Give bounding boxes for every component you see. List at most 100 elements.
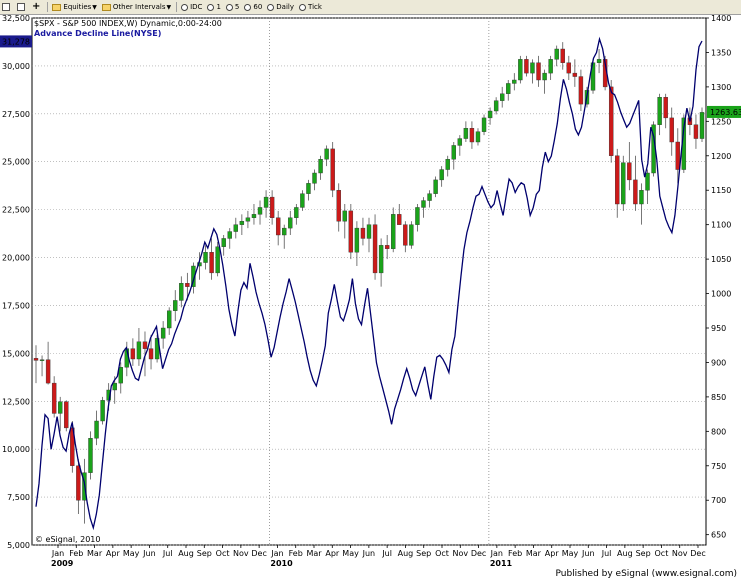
left-tick-label: 30,000 [2, 62, 30, 71]
toolbar-button-other-intervals[interactable]: Other Intervals ▼ [100, 1, 173, 13]
candle-body [348, 210, 354, 253]
candle-body [191, 265, 196, 287]
toolbar-button-1[interactable]: 1 [205, 1, 222, 13]
candle-body [269, 196, 275, 218]
candle-body [657, 97, 662, 125]
candle-body [457, 138, 463, 146]
candle-body [39, 359, 45, 361]
x-tick-label: Aug [178, 549, 194, 558]
right-tick-label: 1250 [711, 117, 731, 126]
candle-body [560, 48, 565, 63]
candle-body [415, 207, 420, 225]
x-tick-label: Oct [216, 549, 230, 558]
candle-body [669, 117, 674, 143]
candle-body [312, 172, 317, 184]
candle-body [263, 196, 269, 208]
candle-body [487, 110, 493, 119]
toolbar-separator [47, 2, 49, 12]
x-tick-label: Apr [106, 549, 121, 558]
right-tick-label: 650 [711, 531, 726, 540]
left-value-badge [0, 35, 32, 48]
toolbar-button-idc[interactable]: IDC [179, 1, 204, 13]
x-tick-label: May [342, 549, 359, 558]
candle-body [148, 348, 154, 360]
x-tick-label: Nov [452, 549, 468, 558]
toolbar-button-daily[interactable]: Daily [265, 1, 296, 13]
candle-body [288, 217, 293, 229]
right-tick-label: 1350 [711, 48, 731, 57]
x-tick-label: Sep [636, 549, 651, 558]
right-tick-label: 1150 [711, 186, 731, 195]
x-tick-label: Sep [197, 549, 212, 558]
candle-body [481, 117, 487, 132]
right-tick-label: 850 [711, 393, 726, 402]
x-tick-label: Mar [87, 549, 103, 558]
x-tick-label: Dec [251, 549, 266, 558]
left-tick-label: 20,000 [2, 254, 30, 263]
candle-body [257, 207, 263, 215]
left-value-badge-text: 31,278 [2, 37, 30, 46]
candle-body [384, 245, 390, 249]
x-tick-label: Oct [435, 549, 449, 558]
x-tick-label: Feb [508, 549, 522, 558]
candle-body [94, 420, 99, 439]
candle-body [342, 210, 347, 222]
candle-body [421, 200, 426, 208]
folder-icon [52, 3, 62, 11]
candle-body [118, 367, 123, 384]
candle-body [493, 100, 499, 112]
x-tick-label: Jul [601, 549, 612, 558]
plus-icon: + [32, 1, 41, 12]
x-tick-label: Jun [142, 549, 156, 558]
candle-body [445, 159, 450, 170]
candle-body [130, 348, 136, 360]
candle-body [366, 224, 372, 239]
candle-body [378, 245, 384, 274]
candle-body [233, 224, 239, 232]
toolbar-button-60[interactable]: 60 [242, 1, 264, 13]
candle-body [463, 128, 469, 139]
toolbar-button-page[interactable] [15, 1, 29, 13]
right-tick-label: 1100 [711, 221, 731, 230]
year-label: 2009 [51, 559, 74, 568]
left-tick-label: 10,000 [2, 445, 30, 454]
toolbar-button-5[interactable]: 5 [224, 1, 241, 13]
candle-body [645, 172, 650, 191]
x-tick-label: Aug [617, 549, 633, 558]
x-tick-label: Jan [51, 549, 64, 558]
left-tick-label: 25,000 [2, 158, 30, 167]
candle-body [330, 148, 335, 191]
toolbar-button-plus[interactable]: + [30, 1, 44, 13]
x-tick-label: Sep [416, 549, 431, 558]
folder-icon [101, 3, 111, 11]
left-tick-label: 7,500 [7, 493, 30, 502]
candle-body [542, 72, 547, 81]
candle-body [282, 227, 287, 236]
toolbar-button-window[interactable] [0, 1, 14, 13]
candle-body [639, 190, 644, 205]
radio-icon [267, 3, 275, 11]
candles-group [33, 42, 705, 524]
x-tick-label: Mar [526, 549, 542, 558]
candle-body [596, 59, 602, 63]
x-tick-label: Mar [306, 549, 322, 558]
toolbar-separator [176, 2, 178, 12]
radio-icon [181, 3, 189, 11]
toolbar-label: IDC [190, 3, 203, 11]
toolbar-label: Equities [63, 3, 92, 11]
right-tick-label: 800 [711, 427, 726, 436]
toolbar-button-tick[interactable]: Tick [297, 1, 324, 13]
candle-body [397, 214, 402, 225]
candle-body [221, 238, 226, 247]
left-tick-label: 32,500 [2, 14, 30, 23]
caret-down-icon: ▼ [166, 3, 172, 11]
candle-body [451, 145, 456, 160]
candle-body [578, 76, 584, 105]
x-tick-label: May [123, 549, 140, 558]
candle-body [627, 162, 632, 181]
toolbar: + Equities ▼ Other Intervals ▼ IDC 1 5 60 Daily Ti… [0, 0, 741, 15]
candle-body [427, 193, 432, 201]
x-tick-label: Feb [69, 549, 83, 558]
plot-frame [31, 17, 707, 546]
toolbar-button-equities[interactable]: Equities ▼ [50, 1, 99, 13]
